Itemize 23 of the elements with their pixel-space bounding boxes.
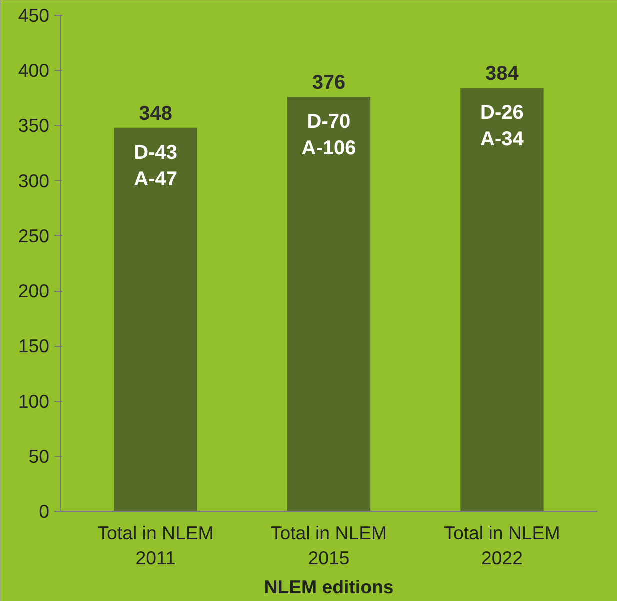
x-tick-label: Total in NLEM 2022 — [444, 522, 560, 569]
y-tick-label: 150 — [18, 336, 50, 357]
x-tick-label: Total in NLEM 2015 — [270, 522, 388, 569]
y-tick-label: 100 — [18, 390, 50, 412]
bar — [114, 128, 198, 512]
data-label: 384 — [486, 63, 520, 86]
y-tick-label: 250 — [18, 225, 50, 246]
annotation: D-70 A-106 — [302, 111, 356, 160]
annotation: D-43 A-47 — [134, 142, 178, 190]
data-label: 376 — [312, 72, 346, 94]
x-axis-title: NLEM editions — [264, 576, 394, 598]
data-label: 348 — [139, 102, 172, 125]
annotation: D-26 A-34 — [480, 102, 525, 151]
y-tick-label: 0 — [39, 501, 50, 522]
bar — [460, 88, 544, 512]
bar — [287, 97, 371, 512]
y-tick-label: 50 — [28, 446, 50, 467]
y-tick-label: 200 — [18, 280, 50, 302]
y-tick-label: 300 — [18, 170, 50, 192]
y-tick-label: 350 — [18, 115, 50, 136]
x-tick-label: Total in NLEM 2011 — [98, 522, 214, 569]
y-tick-label: 450 — [18, 5, 50, 26]
y-tick-label: 400 — [18, 60, 50, 82]
